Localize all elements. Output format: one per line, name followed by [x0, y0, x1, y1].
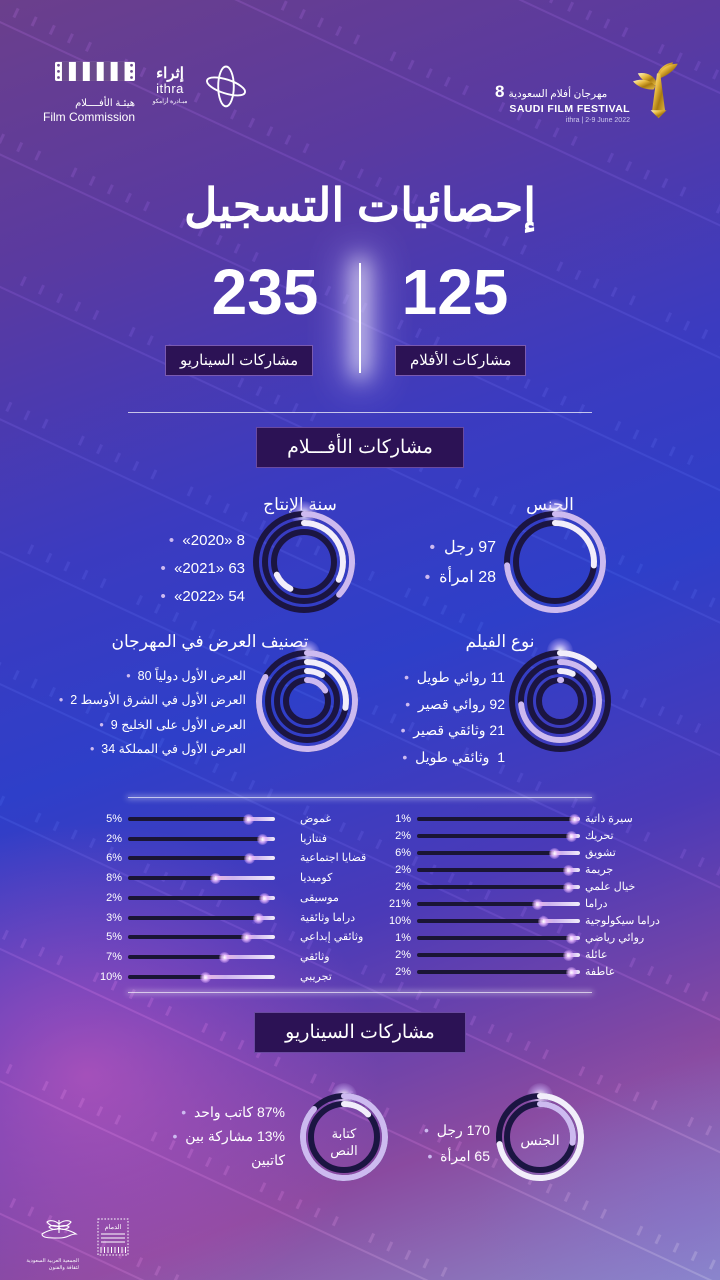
- svg-text:الدمام: الدمام: [105, 1223, 122, 1231]
